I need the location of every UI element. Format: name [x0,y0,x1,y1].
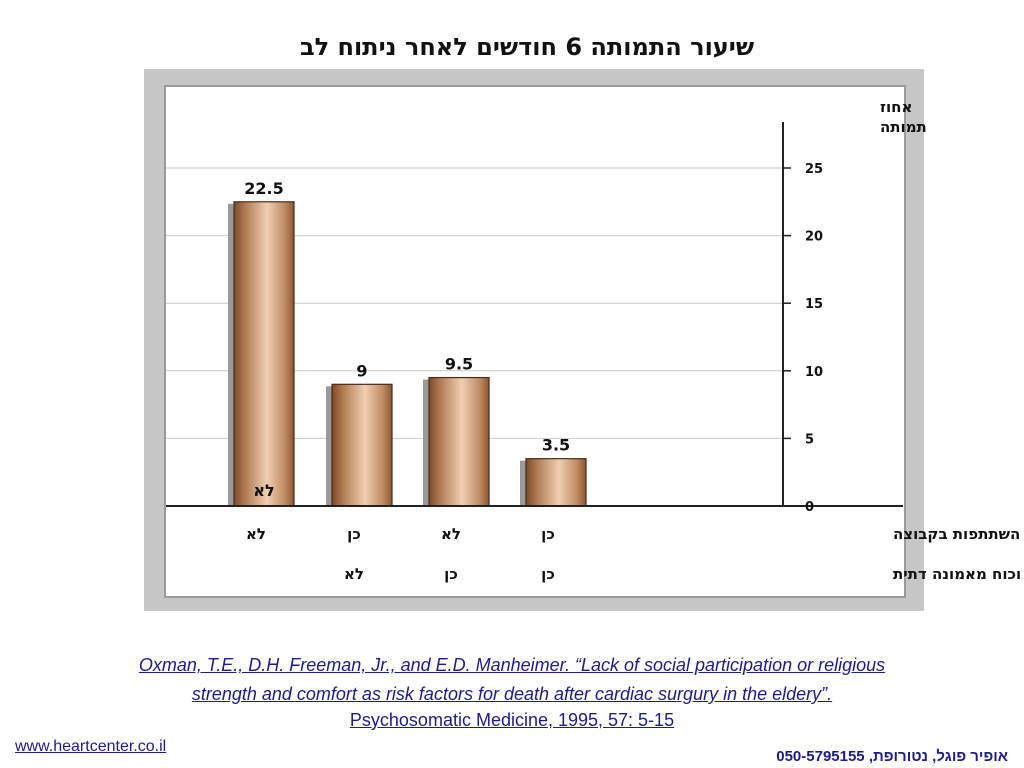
y-axis-title: אחוז [880,98,912,116]
y-tick-label: 15 [805,297,823,312]
citation-line-2[interactable]: strength and comfort as risk factors for… [0,684,1024,705]
citation-link-1[interactable]: Oxman, T.E., D.H. Freeman, Jr., and E.D.… [138,655,886,675]
category-tick-label: כן [541,525,555,543]
y-tick-label: 0 [805,500,814,515]
bar-shadow [520,460,528,506]
citation-link-3[interactable]: Psychosomatic Medicine, 1995, 57: 5-15 [349,710,675,730]
author-contact: אופיר פוגל, נטורופת, 050-5795155 [776,748,1008,765]
category-tick-label: כן [541,565,555,583]
bar-shadow [423,379,431,506]
category-tick-label: כן [444,565,458,583]
website-link[interactable]: www.heartcenter.co.il [15,738,167,755]
category-tick-label: לא [441,525,461,543]
citation-line-3[interactable]: Psychosomatic Medicine, 1995, 57: 5-15 [0,710,1024,731]
y-tick-label: 25 [805,162,823,177]
category-row-label: ניחומים וכוח מאמונה דתית [893,565,1024,583]
bar-value-label: 3.5 [542,436,570,455]
bar-value-label: 9.5 [445,355,473,374]
citation-line-1[interactable]: Oxman, T.E., D.H. Freeman, Jr., and E.D.… [0,655,1024,676]
bar-value-label: 9 [356,361,367,380]
bar-value-label: 22.5 [244,179,283,198]
category-tick-label: כן [347,525,361,543]
bar [233,201,295,507]
bar [331,383,393,507]
category-row-label: השתתפות בקבוצה [893,525,1020,543]
bar-shadow [228,203,236,507]
bar-shadow [326,386,334,506]
y-tick-label: 20 [805,230,823,245]
y-axis-title: תמותה [880,118,927,136]
citation-link-2[interactable]: strength and comfort as risk factors for… [191,684,833,704]
category-tick-label: לא [344,565,364,583]
bar [525,458,587,507]
y-tick-label: 5 [805,432,814,447]
y-tick-label: 10 [805,365,823,380]
bar-inside-label: לא [253,481,274,500]
category-tick-label: לא [246,525,266,543]
bar [428,376,490,507]
slide-title: שיעור התמותה 6 חודשים לאחר ניתוח לב [299,33,755,61]
